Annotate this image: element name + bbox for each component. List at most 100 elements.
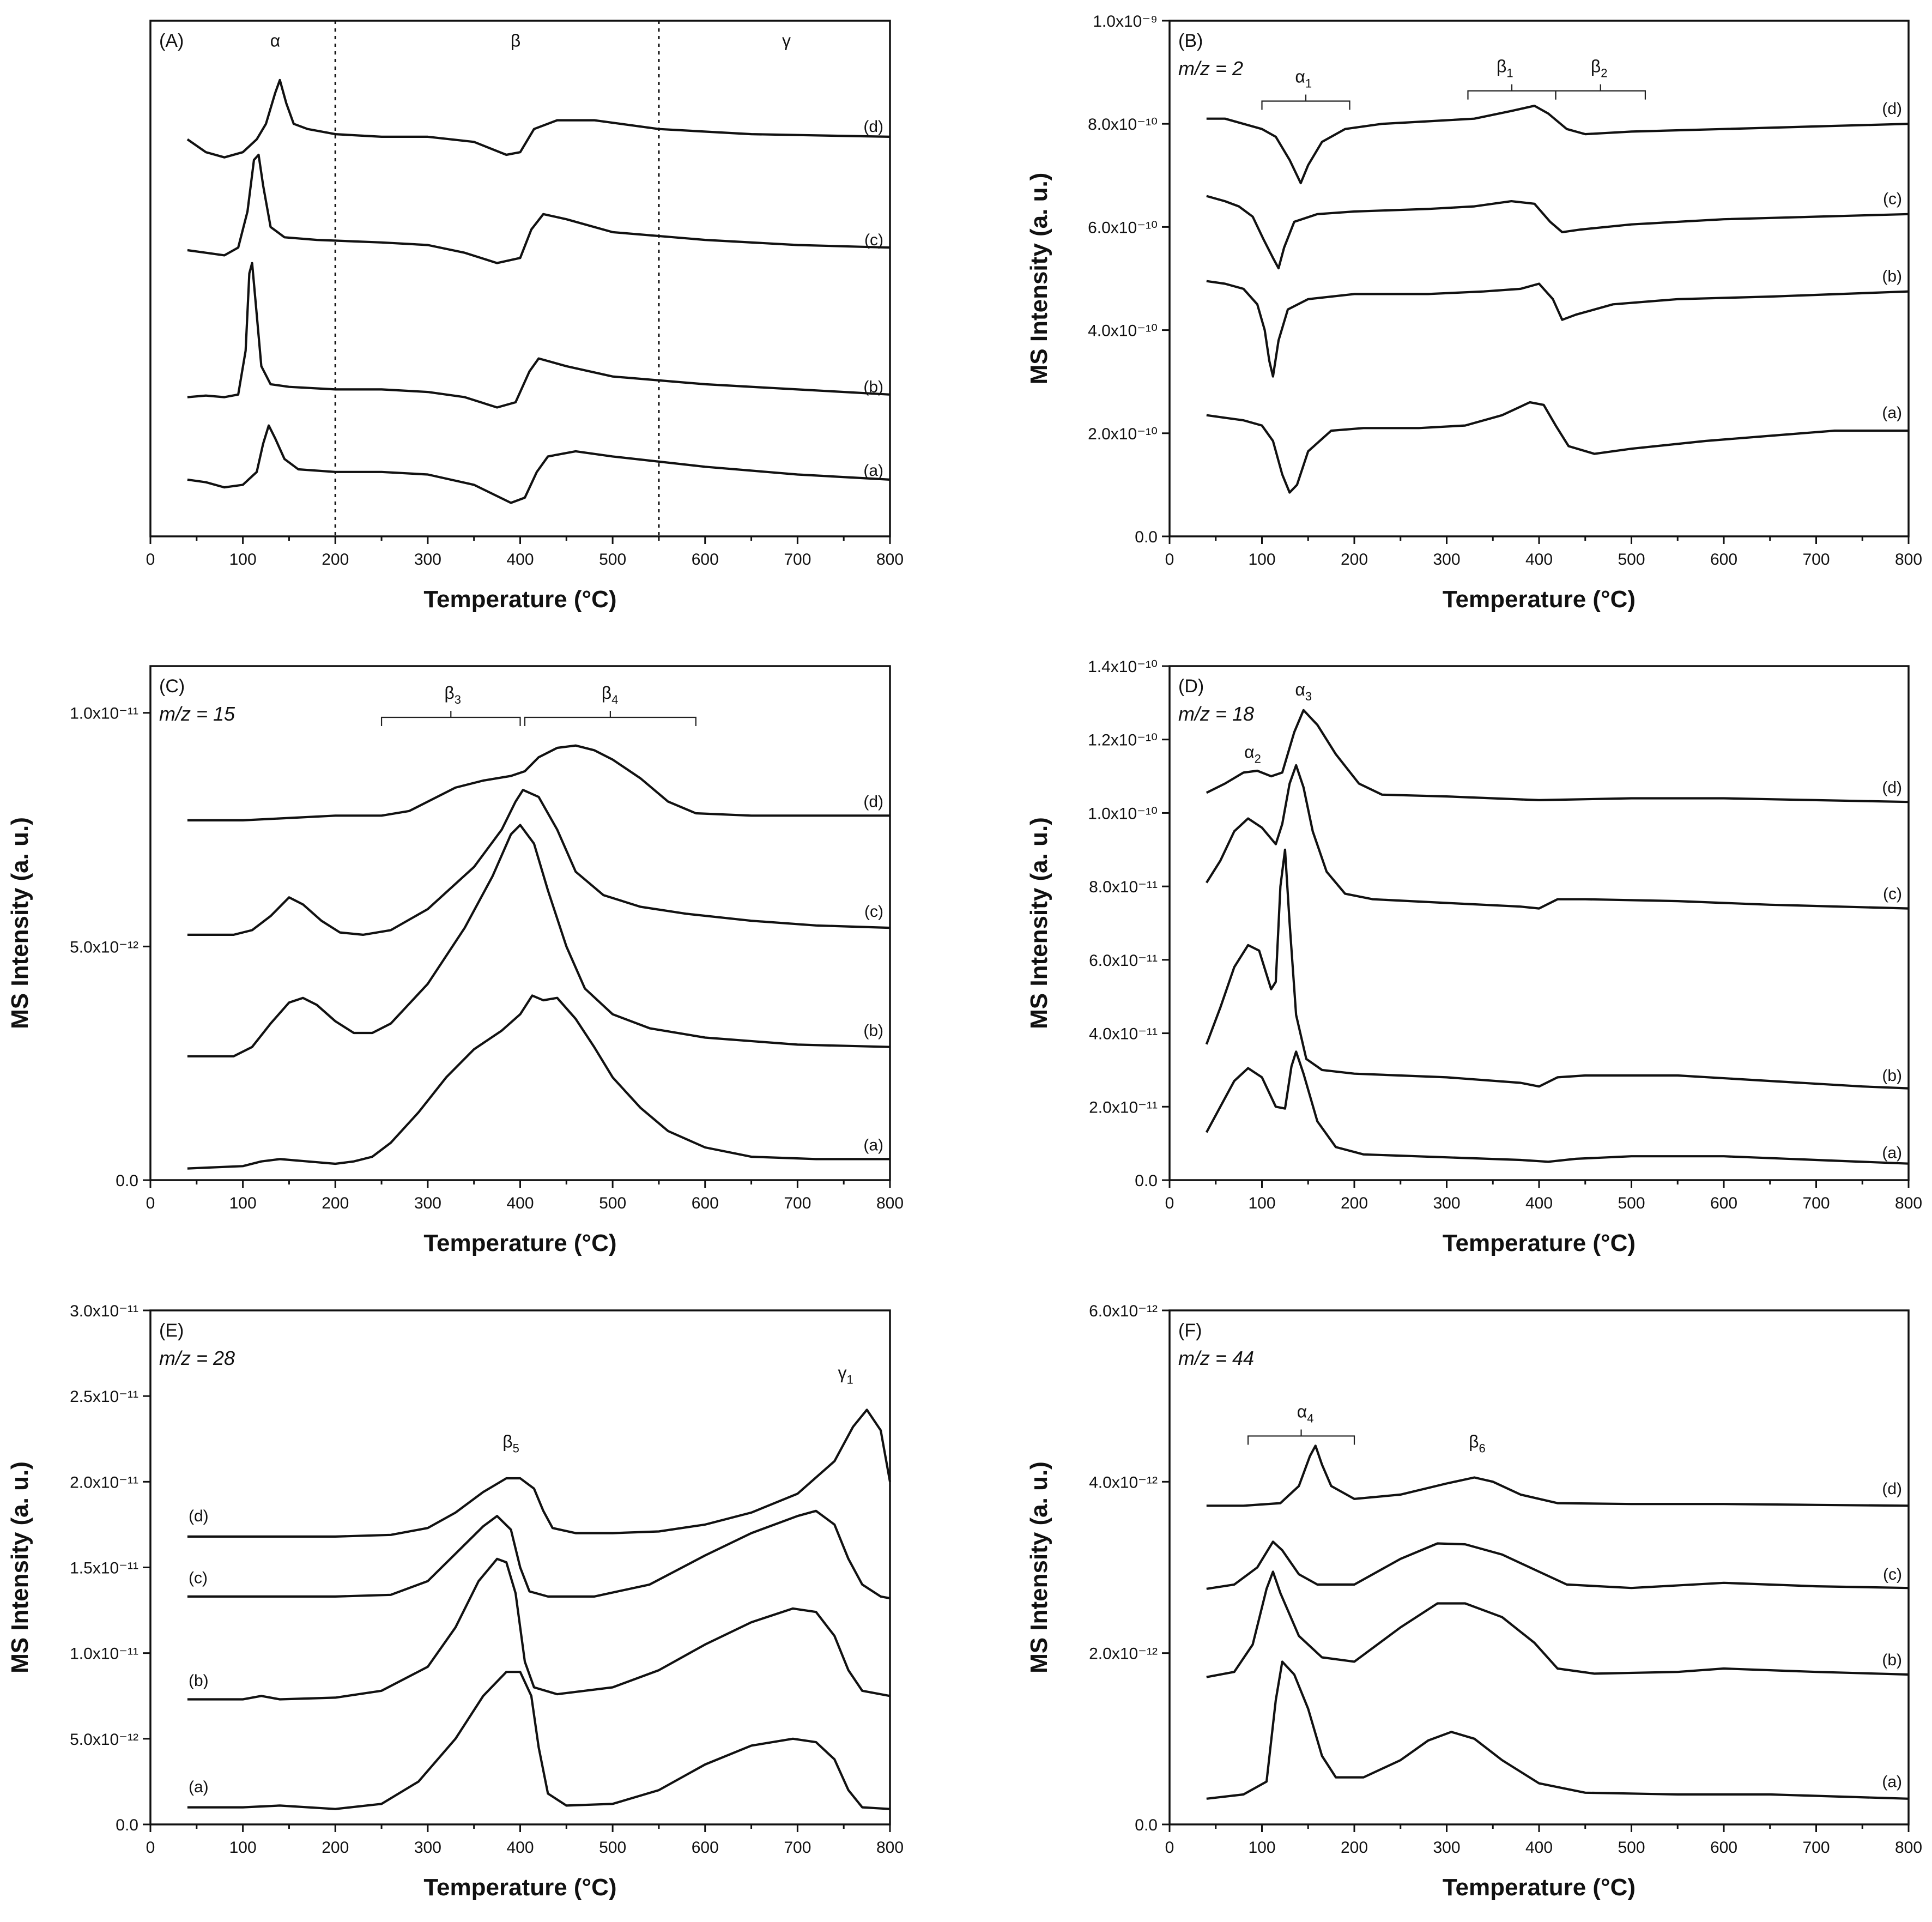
y-tick-label: 1.4x10⁻¹⁰ (1088, 658, 1158, 676)
x-tick-label: 100 (1248, 1194, 1275, 1212)
x-tick-label: 600 (1710, 1194, 1737, 1212)
series-d-line (1206, 1444, 1909, 1507)
panel-d: 0 100 200 300 400 500 600 700 800 0.0 2.0x10⁻¹¹ 4.0… (1026, 658, 1922, 1256)
series-c-line (187, 153, 891, 264)
y-axis-title: MS Intensity (a. u.) (1026, 1461, 1052, 1673)
x-tick-label: 400 (1525, 551, 1553, 569)
y-tick-label: 2.0x10⁻¹¹ (70, 1473, 138, 1491)
x-tick-label: 300 (1433, 1839, 1460, 1857)
mz-label: m/z = 2 (1178, 57, 1243, 80)
series-label: (a) (863, 1137, 883, 1155)
x-tick-label: 300 (414, 1194, 441, 1212)
peak-annotation: γ1 (838, 1363, 853, 1387)
x-tick-label: 700 (1802, 1194, 1830, 1212)
panel-label: (D) (1178, 676, 1204, 697)
plot-frame (149, 20, 891, 537)
series-label: (a) (1882, 1773, 1902, 1791)
y-tick-label: 6.0x10⁻¹² (1089, 1302, 1158, 1320)
series-b-line (187, 262, 891, 409)
x-tick-label: 200 (322, 1194, 349, 1212)
x-tick-label: 100 (229, 1839, 257, 1857)
x-tick-label: 700 (1802, 551, 1830, 569)
y-tick-label: 8.0x10⁻¹⁰ (1088, 116, 1158, 134)
series-d-line (187, 744, 890, 821)
series-d-line (187, 1409, 892, 1538)
panel-label: (C) (159, 676, 185, 697)
peak-annotation: β (511, 31, 520, 50)
y-tick-label: 4.0x10⁻¹¹ (1089, 1025, 1158, 1043)
peak-bracket (1467, 84, 1556, 100)
y-tick-label: 0.0 (1135, 528, 1158, 546)
panel-c: 0 100 200 300 400 500 600 700 800 0.0 5.0x10⁻¹² 1.0… (7, 665, 904, 1256)
series-label: (a) (1882, 404, 1902, 422)
series-label: (c) (189, 1569, 208, 1587)
x-tick-label: 100 (229, 551, 257, 569)
y-tick-label: 8.0x10⁻¹¹ (1089, 878, 1158, 896)
x-tick-label: 400 (1525, 1194, 1553, 1212)
y-tick-label: 1.0x10⁻¹¹ (70, 1645, 138, 1663)
x-tick-label: 400 (506, 1194, 534, 1212)
x-axis-title: Temperature (°C) (1443, 586, 1636, 613)
x-tick-label: 0 (146, 1194, 155, 1212)
x-tick-label: 600 (1710, 551, 1737, 569)
y-tick-label: 0.0 (116, 1816, 138, 1834)
y-tick-label: 6.0x10⁻¹⁰ (1088, 219, 1158, 237)
y-tick-label: 2.0x10⁻¹⁰ (1088, 425, 1158, 443)
x-tick-label: 0 (1165, 551, 1174, 569)
y-tick-label: 5.0x10⁻¹² (70, 1731, 138, 1749)
series-label: (d) (863, 793, 883, 811)
x-tick-label: 600 (692, 551, 719, 569)
series-label: (b) (863, 378, 883, 396)
series-c-line (187, 1509, 891, 1600)
x-tick-label: 500 (599, 1839, 626, 1857)
x-tick-label: 0 (146, 1839, 155, 1857)
x-tick-label: 200 (322, 551, 349, 569)
y-axis-title: MS Intensity (a. u.) (7, 1461, 33, 1673)
series-label: (c) (864, 231, 883, 249)
panel-e: 0 100 200 300 400 500 600 700 800 0.0 5.0x10⁻¹² 1.0… (7, 1302, 904, 1901)
panel-label: (F) (1178, 1320, 1202, 1341)
x-tick-label: 700 (784, 1839, 811, 1857)
y-tick-label: 2.0x10⁻¹¹ (1089, 1098, 1158, 1116)
x-tick-label: 500 (1618, 1194, 1645, 1212)
x-tick-label: 800 (1895, 551, 1922, 569)
peak-annotation: γ (782, 31, 791, 50)
series-label: (d) (1882, 778, 1902, 796)
series-label: (b) (1882, 1651, 1902, 1669)
peak-annotation: α2 (1244, 742, 1261, 765)
panel-label: (E) (159, 1320, 184, 1341)
peak-bracket (1247, 1429, 1355, 1445)
series-b-line (1206, 1570, 1909, 1678)
y-tick-label: 1.0x10⁻¹¹ (70, 705, 138, 723)
series-c-line (1206, 1540, 1909, 1590)
series-label: (c) (864, 903, 883, 921)
x-tick-label: 400 (1525, 1839, 1553, 1857)
x-tick-label: 100 (1248, 551, 1275, 569)
series-b-line (1205, 848, 1909, 1090)
series-a-line (1206, 401, 1909, 494)
x-tick-label: 600 (1710, 1839, 1737, 1857)
peak-annotation: β4 (602, 683, 619, 706)
x-tick-label: 500 (1618, 551, 1645, 569)
mz-label: m/z = 28 (159, 1347, 235, 1369)
series-a-line (1205, 1050, 1909, 1165)
plot-frame (1168, 20, 1910, 537)
x-tick-label: 0 (146, 551, 155, 569)
x-tick-label: 200 (322, 1839, 349, 1857)
plot-frame (1168, 1309, 1910, 1826)
series-label: (c) (1883, 1566, 1902, 1583)
x-axis-title: Temperature (°C) (1443, 1230, 1636, 1256)
x-tick-label: 200 (1341, 551, 1368, 569)
series-label: (d) (863, 118, 883, 136)
y-tick-label: 0.0 (116, 1172, 138, 1190)
y-tick-label: 4.0x10⁻¹² (1089, 1473, 1158, 1491)
series-b-line (1206, 280, 1909, 378)
x-tick-label: 200 (1341, 1839, 1368, 1857)
y-tick-label: 1.0x10⁻⁹ (1093, 13, 1158, 31)
series-label: (b) (1882, 267, 1902, 285)
x-axis-title: Temperature (°C) (423, 586, 616, 613)
x-tick-label: 400 (506, 1839, 534, 1857)
x-tick-label: 800 (876, 551, 904, 569)
series-b-line (187, 824, 891, 1057)
x-tick-label: 700 (1802, 1839, 1830, 1857)
